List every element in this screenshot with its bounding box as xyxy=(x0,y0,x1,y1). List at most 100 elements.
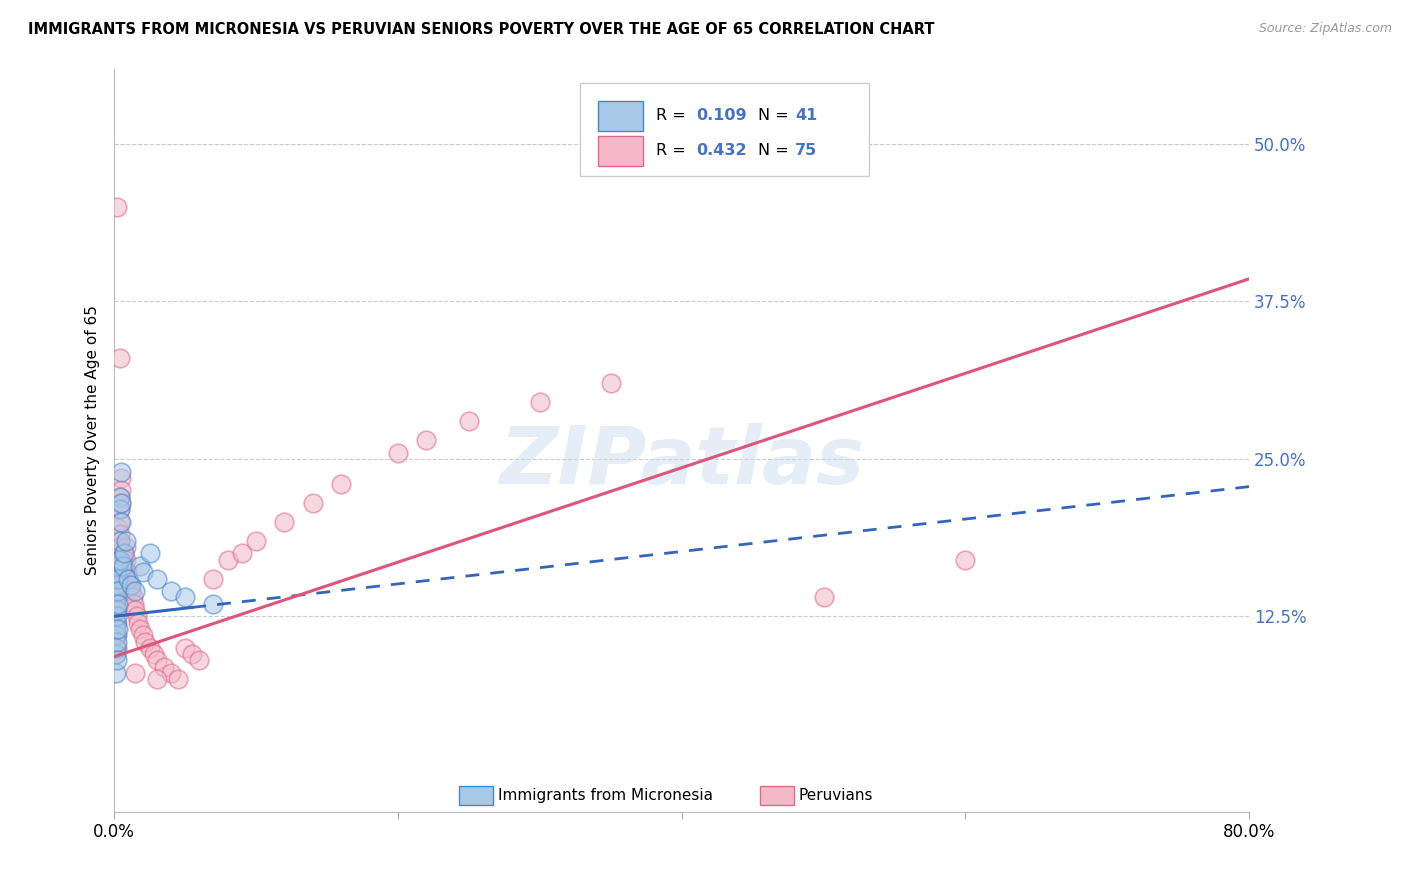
Point xyxy=(121,591,143,605)
Point xyxy=(145,572,167,586)
Point xyxy=(202,597,225,611)
Point xyxy=(107,572,129,586)
Point xyxy=(107,572,129,586)
Point xyxy=(107,533,129,548)
Point xyxy=(231,546,253,560)
FancyBboxPatch shape xyxy=(598,136,643,166)
Point xyxy=(107,558,129,573)
Point xyxy=(104,615,127,630)
Point xyxy=(108,540,131,554)
Point xyxy=(105,603,128,617)
Point xyxy=(142,647,165,661)
Text: Peruvians: Peruvians xyxy=(799,788,873,803)
Point xyxy=(160,665,183,680)
Point xyxy=(301,496,323,510)
Point xyxy=(138,546,160,560)
Point xyxy=(108,533,131,548)
Point xyxy=(105,603,128,617)
Point xyxy=(131,628,153,642)
Point xyxy=(104,628,127,642)
Point xyxy=(104,591,127,605)
Point xyxy=(217,552,239,566)
Point xyxy=(120,584,142,599)
Text: 41: 41 xyxy=(796,108,817,123)
Text: R =: R = xyxy=(655,108,690,123)
Point xyxy=(104,615,127,630)
Point xyxy=(107,521,129,535)
Point xyxy=(124,584,146,599)
Point xyxy=(108,490,131,504)
Point xyxy=(125,609,148,624)
Point xyxy=(105,653,128,667)
Point xyxy=(107,552,129,566)
Point xyxy=(104,584,127,599)
Point xyxy=(110,465,132,479)
Y-axis label: Seniors Poverty Over the Age of 65: Seniors Poverty Over the Age of 65 xyxy=(86,305,100,575)
Point xyxy=(202,572,225,586)
Point xyxy=(529,395,551,409)
Point xyxy=(813,591,835,605)
Text: N =: N = xyxy=(758,108,793,123)
Point xyxy=(117,572,139,586)
Point xyxy=(112,546,135,560)
Point xyxy=(104,647,127,661)
Point xyxy=(108,351,131,366)
Point xyxy=(110,515,132,529)
Point xyxy=(105,578,128,592)
Point xyxy=(127,615,149,630)
FancyBboxPatch shape xyxy=(598,101,643,131)
Point xyxy=(104,584,127,599)
Point xyxy=(188,653,211,667)
Text: IMMIGRANTS FROM MICRONESIA VS PERUVIAN SENIORS POVERTY OVER THE AGE OF 65 CORREL: IMMIGRANTS FROM MICRONESIA VS PERUVIAN S… xyxy=(28,22,935,37)
Point xyxy=(104,603,127,617)
Point xyxy=(112,546,135,560)
Text: Source: ZipAtlas.com: Source: ZipAtlas.com xyxy=(1258,22,1392,36)
Point xyxy=(955,552,977,566)
Point xyxy=(104,628,127,642)
Point xyxy=(105,634,128,648)
Point xyxy=(124,603,146,617)
Point xyxy=(108,527,131,541)
Point xyxy=(108,502,131,516)
Point xyxy=(174,591,197,605)
Point xyxy=(105,640,128,655)
Point xyxy=(107,597,129,611)
Point xyxy=(108,502,131,516)
Text: 75: 75 xyxy=(796,143,817,158)
Point xyxy=(104,572,127,586)
Point xyxy=(107,546,129,560)
Point xyxy=(105,615,128,630)
Point xyxy=(167,673,190,687)
Point xyxy=(120,578,142,592)
Point xyxy=(105,591,128,605)
FancyBboxPatch shape xyxy=(579,83,869,177)
Point xyxy=(181,647,204,661)
Point xyxy=(415,433,437,447)
Point xyxy=(122,597,145,611)
Text: N =: N = xyxy=(758,143,793,158)
Point xyxy=(104,665,127,680)
Point xyxy=(110,496,132,510)
Point xyxy=(110,483,132,498)
Point xyxy=(105,200,128,214)
Point xyxy=(114,533,136,548)
Point xyxy=(174,640,197,655)
Point xyxy=(124,665,146,680)
FancyBboxPatch shape xyxy=(761,786,794,805)
Point xyxy=(107,584,129,599)
Point xyxy=(117,572,139,586)
FancyBboxPatch shape xyxy=(460,786,494,805)
Point xyxy=(145,653,167,667)
Point xyxy=(104,622,127,636)
Point xyxy=(105,578,128,592)
Point xyxy=(108,515,131,529)
Text: 0.109: 0.109 xyxy=(696,108,747,123)
Text: 0.432: 0.432 xyxy=(696,143,747,158)
Point xyxy=(105,628,128,642)
Point xyxy=(128,558,150,573)
Point xyxy=(118,578,141,592)
Point xyxy=(160,584,183,599)
Point xyxy=(111,552,134,566)
Point xyxy=(114,552,136,566)
Point xyxy=(138,640,160,655)
